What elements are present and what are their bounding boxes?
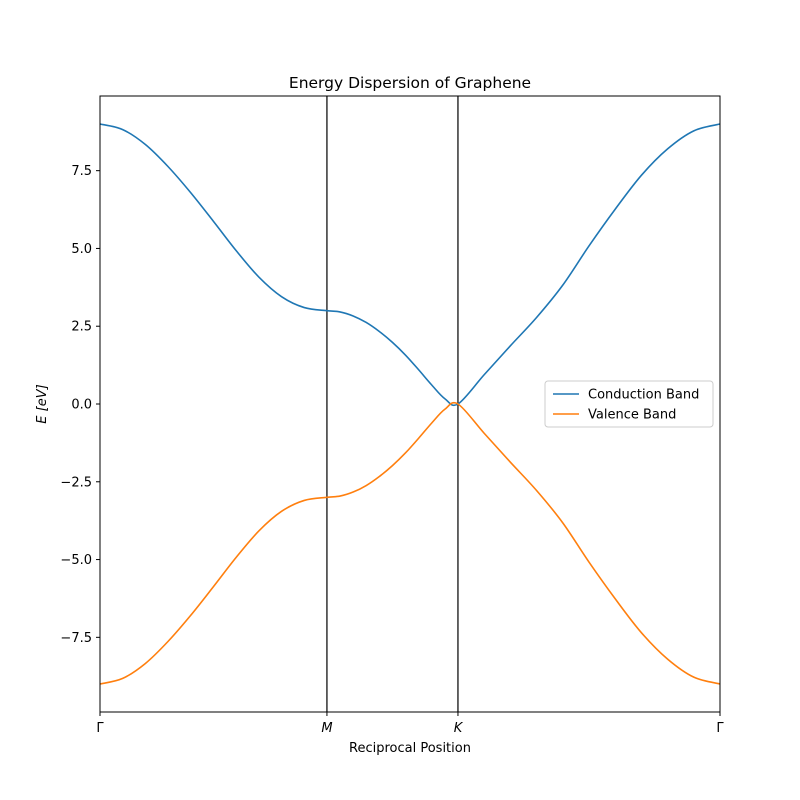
chart-title: Energy Dispersion of Graphene (289, 74, 531, 92)
y-axis-title: E [eV] (35, 384, 50, 423)
x-tick-label-1: M (321, 721, 332, 736)
y-tick-label-0: 7.5 (71, 164, 92, 179)
x-tick-label-3: Γ (716, 721, 724, 736)
y-tick-label-6: −7.5 (60, 631, 92, 646)
series-line-1 (99, 401, 721, 685)
y-tick-label-5: −5.0 (60, 553, 92, 568)
x-tick-label-0: Γ (96, 721, 104, 736)
series-layer (99, 123, 721, 685)
series-line-0 (99, 123, 721, 407)
y-tick-label-4: −2.5 (60, 475, 92, 490)
x-tick-label-2: K (454, 721, 464, 736)
y-tick-label-1: 5.0 (71, 242, 92, 257)
x-axis-title: Reciprocal Position (349, 741, 471, 756)
y-axis-ticks: 7.5 5.0 2.5 0.0 −2.5 −5.0 −7.5 (60, 164, 100, 646)
legend-label-1: Valence Band (588, 408, 676, 423)
legend: Conduction Band Valence Band (544, 380, 714, 428)
y-tick-label-3: 0.0 (71, 398, 92, 413)
legend-label-0: Conduction Band (588, 388, 699, 403)
legend-box (544, 380, 714, 428)
y-tick-label-2: 2.5 (71, 320, 92, 335)
